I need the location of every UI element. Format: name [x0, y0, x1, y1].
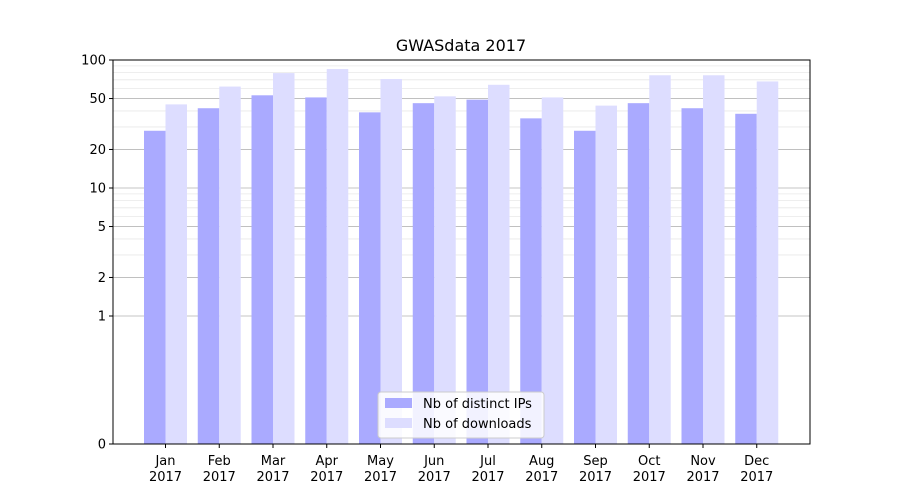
x-tick-label: Jun 2017 [418, 454, 451, 485]
x-tick-label: Feb 2017 [203, 454, 236, 485]
bar-distinct-ips [305, 97, 327, 444]
x-tick-label: May 2017 [364, 454, 397, 485]
legend-box [377, 391, 545, 439]
x-tick-label: Jan 2017 [149, 454, 182, 485]
bar-downloads [165, 104, 187, 445]
bar-distinct-ips [574, 130, 596, 444]
y-tick-label: 10 [89, 182, 106, 197]
y-tick-label: 0 [98, 438, 106, 453]
legend-label: Nb of downloads [423, 417, 532, 432]
legend-swatch [385, 398, 412, 408]
x-axis: Jan 2017 Feb 2017 Mar 2017 Apr 2017 May 2017 Jun 20… [149, 444, 773, 485]
legend-label: Nb of distinct IPs [423, 397, 532, 412]
y-tick-label: 50 [89, 92, 106, 107]
x-tick-label: Apr 2017 [310, 454, 343, 485]
x-tick-label: Sep 2017 [579, 454, 612, 485]
x-tick-label: Oct 2017 [633, 454, 666, 485]
bar-downloads [488, 84, 510, 444]
bar-downloads [434, 96, 456, 445]
bar-downloads [273, 73, 295, 444]
chart-title: GWASdata 2017 [396, 36, 526, 55]
bar-distinct-ips [251, 95, 273, 444]
x-tick-label: Mar 2017 [256, 454, 289, 485]
legend-swatch [385, 418, 412, 428]
y-tick-label: 2 [98, 271, 106, 286]
bar-distinct-ips [466, 99, 488, 444]
y-tick-label: 20 [89, 143, 106, 158]
bar-distinct-ips [520, 118, 542, 445]
y-axis: 0 1 2 5 10 20 50 100 [81, 54, 113, 453]
bar-downloads [219, 86, 241, 445]
y-tick-label: 100 [81, 54, 106, 69]
bar-downloads [541, 97, 564, 444]
x-tick-label: Dec 2017 [740, 454, 773, 485]
bar-downloads [703, 75, 725, 444]
y-tick-label: 5 [98, 220, 106, 235]
bar-distinct-ips [681, 108, 703, 444]
bar-distinct-ips [412, 103, 435, 445]
x-tick-label: Nov 2017 [686, 454, 719, 485]
bar-downloads [649, 75, 671, 444]
bars [144, 69, 779, 445]
x-tick-label: Jul 2017 [471, 454, 504, 485]
bar-downloads [326, 69, 349, 445]
x-tick-label: Aug 2017 [525, 454, 558, 485]
y-tick-label: 1 [98, 310, 106, 325]
bar-downloads [380, 79, 402, 444]
bar-downloads [756, 81, 779, 445]
plot-frame [112, 59, 811, 445]
bar-distinct-ips [197, 108, 220, 444]
legend: Nb of distinct IPs Nb of downloads [377, 391, 545, 439]
bar-distinct-ips [735, 113, 757, 445]
bar-distinct-ips [627, 103, 650, 445]
bar-distinct-ips [359, 112, 381, 445]
bar-downloads [595, 105, 617, 444]
bar-distinct-ips [144, 130, 166, 444]
